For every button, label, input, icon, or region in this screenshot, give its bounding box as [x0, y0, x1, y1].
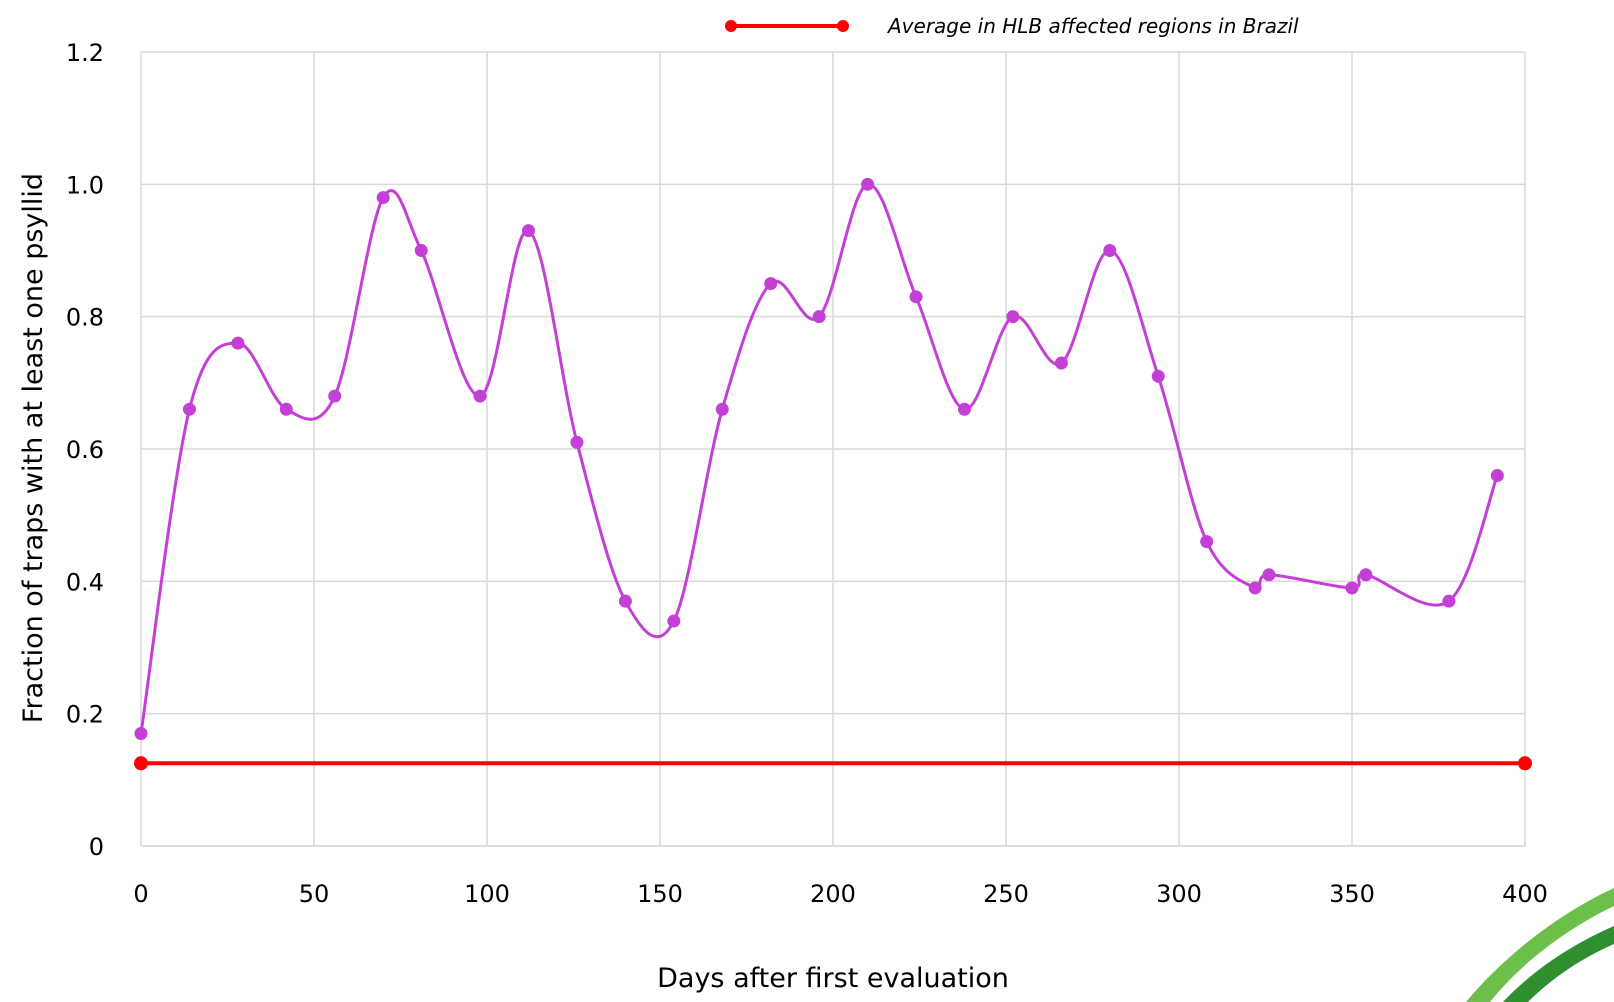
y-tick-label-0: 0 [89, 833, 104, 861]
plot-area [134, 177, 1532, 771]
grid [140, 51, 1526, 847]
trap-point-16 [909, 290, 923, 304]
x-tick-label-5: 250 [983, 880, 1029, 908]
legend: Average in HLB affected regions in Brazi… [725, 14, 1299, 38]
y-tick-label-5: 1.0 [66, 171, 104, 199]
legend-label-average: Average in HLB affected regions in Brazi… [886, 14, 1299, 38]
y-tick-label-1: 0.2 [66, 701, 104, 729]
trap-point-22 [1200, 535, 1214, 549]
x-tick-label-4: 200 [810, 880, 856, 908]
x-tick-label-0: 0 [133, 880, 148, 908]
trap-point-20 [1103, 244, 1117, 257]
y-axis-title: Fraction of traps with at least one psyl… [18, 173, 49, 723]
x-axis-title: Days after first evaluation [657, 963, 1009, 994]
trap-point-4 [328, 389, 342, 403]
average-point-1 [1518, 756, 1532, 771]
trap-point-0 [134, 727, 148, 741]
y-tick-label-2: 0.4 [66, 568, 104, 596]
trap-point-24 [1262, 568, 1276, 582]
trap-point-10 [618, 594, 632, 608]
trap-point-23 [1248, 581, 1262, 595]
trap-point-15 [861, 177, 875, 191]
trap-point-2 [231, 336, 245, 350]
legend-marker-average-right [837, 20, 849, 32]
x-tick-label-1: 50 [299, 880, 330, 908]
trap-point-27 [1442, 594, 1456, 608]
y-tick-label-3: 0.6 [66, 436, 104, 464]
trap-point-8 [522, 224, 536, 238]
trap-point-11 [667, 614, 681, 628]
x-axis-ticks: 0 50 100 150 200 250 300 350 400 [133, 880, 1548, 908]
y-axis-ticks: 0 0.2 0.4 0.6 0.8 1.0 1.2 [66, 39, 104, 861]
trap-point-17 [957, 402, 971, 416]
trap-point-5 [376, 191, 390, 205]
trap-point-13 [764, 277, 778, 291]
logo-swoosh [1466, 888, 1614, 1002]
logo-swoosh-inner [1503, 926, 1614, 1002]
x-tick-label-6: 300 [1156, 880, 1202, 908]
trap-point-28 [1490, 468, 1504, 482]
trap-point-26 [1359, 568, 1373, 582]
trap-point-18 [1006, 310, 1020, 324]
y-tick-label-6: 1.2 [66, 39, 104, 67]
series-line-traps [139, 182, 1499, 734]
trap-point-7 [473, 389, 487, 403]
trap-point-1 [182, 402, 196, 416]
x-tick-label-3: 150 [637, 880, 683, 908]
average-point-0 [134, 756, 148, 771]
legend-marker-average-left [725, 20, 737, 32]
trap-point-25 [1345, 581, 1359, 595]
trap-point-21 [1151, 369, 1165, 383]
trap-point-6 [414, 244, 428, 257]
trap-point-9 [570, 435, 584, 449]
trap-point-19 [1054, 356, 1068, 370]
trap-point-12 [715, 402, 729, 416]
trap-point-14 [812, 310, 826, 324]
x-tick-label-7: 350 [1329, 880, 1375, 908]
x-tick-label-8: 400 [1502, 880, 1548, 908]
x-tick-label-2: 100 [464, 880, 510, 908]
logo-swoosh-outer [1466, 888, 1614, 1002]
y-tick-label-4: 0.8 [66, 304, 104, 332]
trap-point-3 [279, 402, 293, 416]
